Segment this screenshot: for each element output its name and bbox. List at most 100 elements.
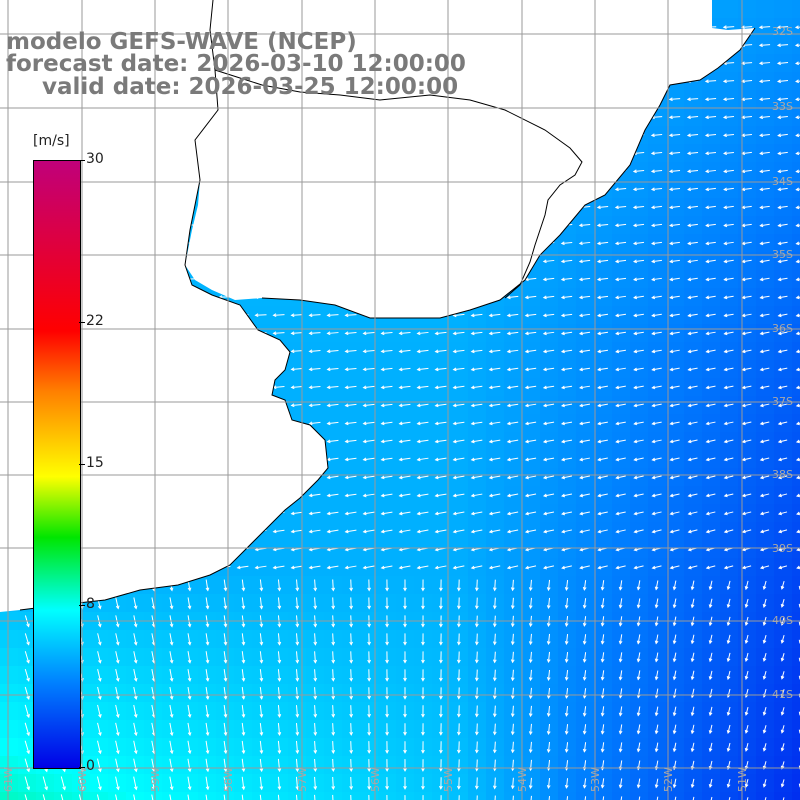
lon-label: 58W [222, 767, 235, 792]
colorbar-tick-label: 30 [86, 151, 104, 167]
field-cell [792, 0, 800, 18]
colorbar-tick-label: 15 [86, 454, 104, 471]
field-cell [54, 792, 72, 800]
field-cell [90, 792, 108, 800]
field-cell [792, 396, 800, 414]
lon-label: 57W [296, 767, 309, 792]
colorbar-tick-mark [79, 605, 85, 607]
field-cell [180, 792, 198, 800]
field-cell [792, 324, 800, 342]
field-cell [792, 108, 800, 126]
field-cell [792, 270, 800, 288]
lon-label: 55W [442, 767, 455, 792]
lat-label: 35S [772, 248, 793, 261]
field-cell [630, 792, 648, 800]
field-cell [108, 792, 126, 800]
colorbar-tick-mark [79, 160, 85, 161]
field-cell [774, 792, 792, 800]
field-cell [0, 630, 18, 648]
field-cell [252, 792, 270, 800]
field-cell [0, 774, 18, 792]
field-cell [792, 450, 800, 468]
wind-arrow [758, 43, 771, 48]
lat-label: 37S [772, 395, 793, 408]
field-cell [792, 360, 800, 378]
wind-arrow [776, 25, 789, 30]
colorbar [33, 160, 81, 769]
field-cell [648, 792, 666, 800]
field-cell [0, 666, 18, 684]
lat-label: 32S [772, 25, 793, 38]
field-cell [792, 594, 800, 612]
forecast-date: forecast date: 2026-03-10 12:00:00 [6, 51, 466, 77]
field-cell [738, 0, 756, 18]
field-cell [792, 216, 800, 234]
field-cell [792, 576, 800, 594]
field-cell [0, 648, 18, 666]
field-cell [144, 792, 162, 800]
field-cell [0, 702, 18, 720]
field-cell [126, 792, 144, 800]
field-cell [756, 0, 774, 18]
lon-label: 61W [2, 767, 15, 792]
lat-label: 34S [772, 175, 793, 188]
field-cell [540, 792, 558, 800]
field-cell [738, 792, 756, 800]
field-cell [792, 504, 800, 522]
valid-date: valid date: 2026-03-25 12:00:00 [42, 74, 459, 100]
field-cell [792, 342, 800, 360]
field-cell [666, 792, 684, 800]
field-cell [558, 792, 576, 800]
field-cell [0, 738, 18, 756]
field-cell [792, 126, 800, 144]
wind-arrow [758, 25, 771, 30]
wind-arrow [722, 25, 735, 30]
field-cell [18, 792, 36, 800]
field-cell [792, 144, 800, 162]
field-cell [792, 288, 800, 306]
lon-label: 52W [662, 767, 675, 792]
field-cell [792, 162, 800, 180]
lat-label: 33S [772, 100, 793, 113]
field-cell [702, 792, 720, 800]
field-cell [792, 774, 800, 792]
field-cell [234, 792, 252, 800]
field-cell [162, 792, 180, 800]
field-cell [792, 468, 800, 486]
field-cell [792, 792, 800, 800]
lon-label: 53W [589, 767, 602, 792]
field-cell [792, 684, 800, 702]
field-cell [0, 792, 18, 800]
field-cell [792, 234, 800, 252]
field-cell [792, 558, 800, 576]
colorbar-tick-mark [79, 463, 85, 465]
field-cell [792, 90, 800, 108]
colorbar-tick-label: 8 [86, 596, 95, 613]
field-cell [594, 792, 612, 800]
lon-label: 54W [516, 767, 529, 792]
field-cell [576, 792, 594, 800]
colorbar-tick-label: 0 [86, 758, 95, 774]
wind-arrow [794, 43, 800, 48]
field-cell [792, 630, 800, 648]
field-cell [792, 666, 800, 684]
field-cell [36, 792, 54, 800]
lat-label: 36S [772, 322, 793, 335]
lon-label: 59W [149, 767, 162, 792]
lat-label: 40S [772, 614, 793, 627]
colorbar-tick-mark [79, 767, 85, 768]
lat-label: 39S [772, 542, 793, 555]
colorbar-tick-label: 22 [86, 312, 104, 329]
field-cell [792, 702, 800, 720]
field-cell [0, 756, 18, 774]
field-cell [792, 648, 800, 666]
field-cell [216, 792, 234, 800]
field-cell [198, 792, 216, 800]
colorbar-tick-mark [79, 321, 85, 323]
field-cell [792, 306, 800, 324]
field-cell [792, 540, 800, 558]
field-cell [774, 0, 792, 18]
field-cell [792, 756, 800, 774]
